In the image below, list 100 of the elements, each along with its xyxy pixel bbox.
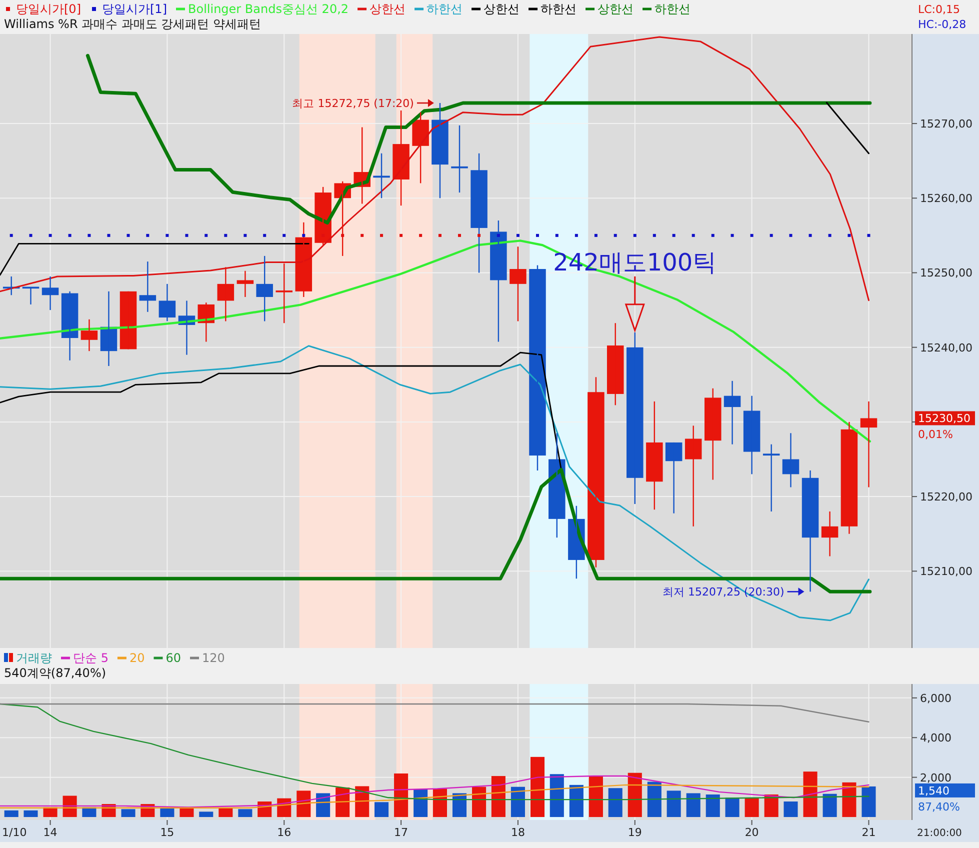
legend-label: 60	[166, 651, 182, 665]
legend-label: 20	[129, 651, 145, 665]
candlestick	[782, 432, 800, 488]
candlestick	[236, 270, 254, 298]
bar	[374, 802, 389, 818]
line-series	[0, 775, 870, 808]
bar	[588, 776, 603, 818]
candlestick	[606, 322, 624, 406]
bar	[491, 776, 506, 818]
line-series	[0, 240, 872, 442]
line-series	[0, 345, 870, 622]
text: 15230,50	[918, 412, 970, 426]
bar	[550, 774, 564, 818]
bar	[862, 786, 876, 818]
bar	[24, 810, 38, 818]
x-tick-label: 20	[744, 826, 759, 839]
bar	[394, 773, 408, 818]
bar	[647, 782, 662, 818]
x-tick-label: 18	[510, 826, 525, 839]
candlestick	[80, 318, 98, 352]
bar	[744, 798, 759, 818]
text: 87,40%	[918, 800, 960, 814]
bar	[43, 807, 58, 818]
candlestick	[529, 264, 546, 472]
candlestick	[510, 246, 526, 322]
legend-label: 하한선	[540, 2, 577, 16]
bar	[414, 789, 428, 818]
bar	[706, 794, 720, 818]
candlestick	[490, 220, 507, 342]
y-tick-label: 15220,00	[920, 490, 972, 504]
text: 1,540	[918, 784, 950, 798]
legend-label: 상한선	[370, 2, 406, 16]
text: 540계약(87,40%)	[4, 666, 106, 680]
candlestick	[373, 152, 390, 199]
legend-label: 상한선	[484, 2, 520, 16]
candlestick	[432, 102, 448, 199]
candlestick	[860, 400, 878, 488]
bar	[803, 772, 818, 818]
candlestick	[314, 186, 332, 246]
bar	[218, 808, 233, 818]
candlestick	[256, 255, 273, 322]
candlestick	[470, 152, 488, 274]
bar	[432, 788, 447, 818]
legend-label: Bollinger Bands중심선 20,2	[188, 2, 349, 16]
bar	[725, 798, 740, 818]
bar	[608, 788, 622, 818]
bar	[316, 793, 330, 818]
y-tick-label: 15270,00	[920, 118, 972, 131]
bar	[472, 786, 486, 818]
x-tick-label: 17	[394, 826, 408, 839]
x-tick-label: 16	[277, 826, 292, 839]
x-tick-label: 15	[160, 826, 174, 839]
bar	[530, 756, 545, 818]
bar	[628, 772, 642, 818]
annotation: 최저 15207,25 (20:30)	[662, 586, 784, 599]
bar	[121, 809, 136, 818]
bar	[452, 793, 467, 818]
bar	[784, 801, 798, 818]
text: 21:00:00	[917, 828, 962, 839]
y-tick-label: 4,000	[920, 732, 952, 745]
legend-label: 120	[202, 651, 225, 665]
legend-label: 단순 5	[73, 651, 108, 665]
candlestick	[646, 400, 663, 510]
candlestick	[588, 376, 604, 568]
legend-label: 당일시가[1]	[102, 2, 167, 16]
bar	[160, 808, 174, 818]
candlestick	[451, 124, 468, 194]
y-tick-label: 2,000	[920, 771, 952, 784]
y-tick-label: 15250,00	[920, 266, 972, 280]
candlestick	[626, 332, 644, 505]
annotation: 최고 15272,75 (17:20)	[292, 97, 414, 110]
candlestick	[158, 283, 176, 322]
candlestick	[684, 425, 702, 527]
candlestick	[120, 290, 137, 350]
legend-label: 상한선	[598, 2, 634, 16]
line-series	[0, 784, 870, 808]
bar	[666, 790, 681, 818]
legend-label: 하한선	[426, 2, 463, 16]
legend-label: 당일시가[0]	[16, 2, 81, 16]
bar	[822, 794, 837, 818]
y-tick-label: 6,000	[920, 692, 952, 705]
bar	[199, 812, 214, 818]
bar	[510, 786, 525, 818]
y-tick-label: 15260,00	[920, 192, 972, 206]
text: 1/10	[2, 826, 27, 839]
x-tick-label: 19	[628, 826, 642, 839]
y-tick-label: 15210,00	[920, 565, 972, 578]
bar	[842, 782, 856, 818]
text: LC:0,15	[918, 3, 960, 16]
candlestick	[762, 444, 780, 512]
line-series	[86, 54, 872, 224]
text: HC:-0,28	[918, 18, 966, 31]
legend-label: 하한선	[654, 2, 691, 16]
line-series	[0, 352, 562, 470]
text: Williams %R 과매수 과매도 강세패턴 약세패턴	[4, 17, 262, 31]
line-series	[0, 703, 870, 800]
bar	[569, 784, 584, 818]
candlestick	[42, 276, 59, 311]
bar	[686, 793, 700, 818]
bar	[4, 810, 18, 818]
